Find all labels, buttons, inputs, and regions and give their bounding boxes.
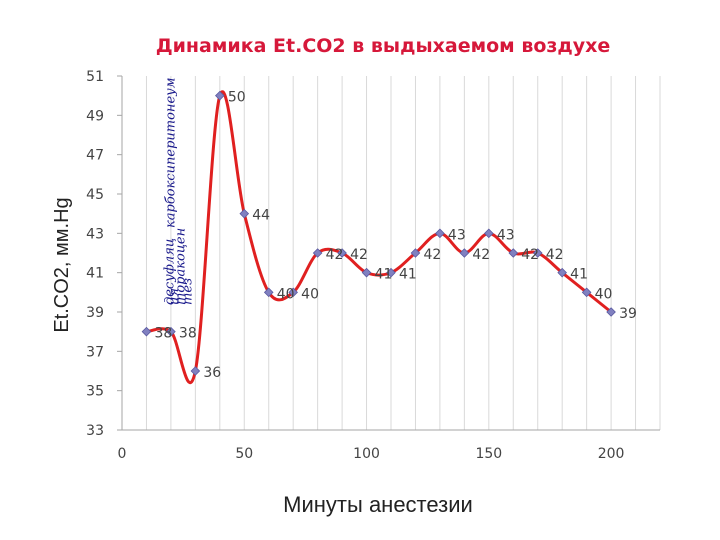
data-marker [386,267,396,278]
data-marker [606,307,616,317]
data-label: 42 [326,247,344,263]
data-marker [337,248,347,258]
data-label: 43 [448,227,466,243]
data-marker [361,267,372,278]
data-marker [239,208,250,219]
series-line [144,90,613,384]
y-tick-label: 41 [86,266,104,282]
x-tick-label: 100 [353,446,380,462]
y-tick-label: 49 [86,108,104,124]
data-label: 50 [228,90,246,106]
x-tick-label: 50 [235,446,253,462]
y-tick-label: 43 [86,226,104,242]
x-tick-label: 0 [118,446,127,462]
data-labels: 38 38 36 50 44 40 40 42 42 41 41 42 43 42 43 42 42 41 40 39 [154,90,636,381]
data-label: 39 [619,306,637,322]
data-marker [312,248,323,258]
data-marker [532,248,543,258]
data-marker [263,287,274,298]
data-label: 42 [472,247,490,263]
annotation-desufflation-line: ия [167,288,182,305]
y-tick-label: 35 [86,384,104,400]
x-tick-label: 200 [598,446,625,462]
data-label: 40 [277,286,295,302]
data-label: 38 [179,326,197,342]
data-marker [459,248,470,258]
data-label: 42 [546,247,564,263]
x-axis-label: Минуты анестезии [283,492,473,517]
y-tick-label: 51 [86,69,104,85]
data-label: 41 [570,267,588,283]
annotation-desufflation-line: десуфляц [162,238,177,305]
x-tick-label: 150 [475,446,502,462]
data-label: 43 [497,227,515,243]
data-marker [410,248,421,258]
data-marker [215,90,225,101]
y-tick-label: 39 [86,305,104,321]
data-label: 36 [203,365,221,381]
y-tick-labels: 33 35 37 39 41 43 45 47 49 51 [86,69,104,439]
data-marker [557,267,567,278]
data-label: 42 [350,247,368,263]
data-markers [141,90,616,376]
data-label: 42 [521,247,539,263]
y-tick-label: 37 [86,344,104,360]
data-marker [581,287,592,298]
data-marker [484,228,494,239]
data-marker [166,326,176,337]
y-axis-label: Et.CO2, мм.Hg [51,197,73,332]
data-marker [141,326,152,337]
data-marker [435,228,445,239]
data-label: 40 [595,286,613,302]
annotation-carboxyperitoneum-line: карбоксиперитонеум [164,77,179,228]
annotation-carboxyperitoneum-line: тез [181,278,196,305]
data-label: 40 [301,286,319,302]
data-label: 41 [399,267,417,283]
x-tick-labels: 0 50 100 150 200 [118,446,625,462]
data-label: 38 [154,326,172,342]
y-tick-label: 33 [86,423,104,439]
axes [117,75,660,431]
annotation-carboxyperitoneum-line: торакоцен [173,228,188,305]
data-marker [288,287,298,298]
data-label: 41 [375,267,393,283]
y-tick-label: 47 [86,148,104,164]
data-marker [508,248,519,258]
data-label: 42 [423,247,441,263]
chart-title: Динамика Et.CO2 в выдыхаемом воздухе [156,35,611,57]
data-marker [190,366,201,376]
y-tick-label: 45 [86,187,104,203]
data-label: 44 [252,208,270,224]
